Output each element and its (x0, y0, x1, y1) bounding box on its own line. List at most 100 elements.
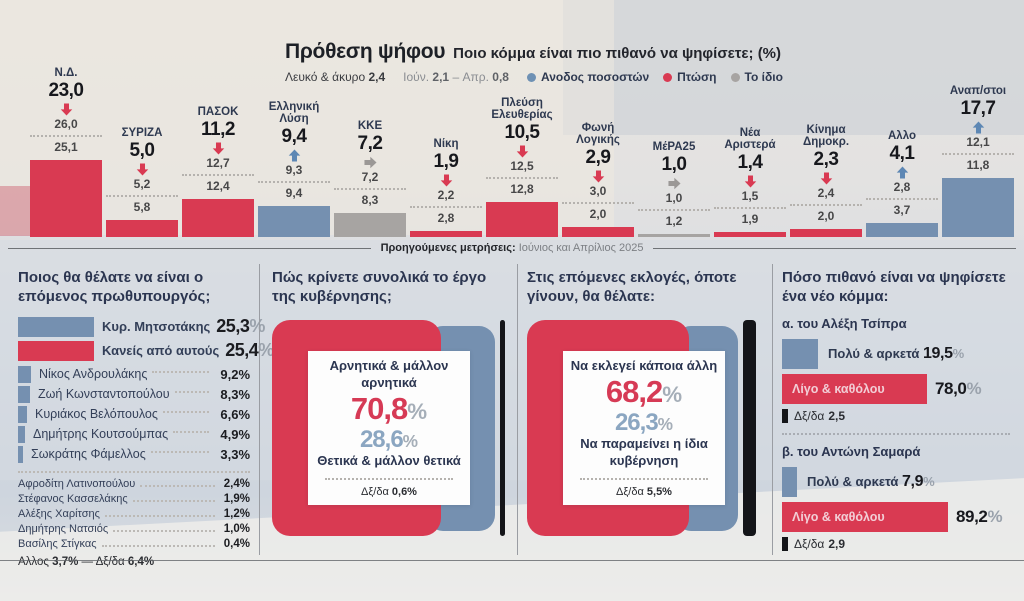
premier-row: Δημήτρης Κουτσούμπας 4,9% (18, 424, 250, 444)
prev-june-value: 3,0 (589, 184, 607, 199)
blank-invalid-note: Λευκό & άκυρο 2,4 (285, 70, 385, 84)
result-box: Να εκλεγεί κάποια άλλη 68,2% 26,3% Να παραμ… (563, 351, 725, 506)
dk-chip (782, 409, 788, 424)
panel-divider (517, 264, 518, 555)
party-value: 1,0 (661, 154, 687, 176)
unlikely-label: Λίγο & καθόλου (792, 382, 885, 397)
premier-bar (18, 445, 23, 463)
party-bar (106, 220, 178, 237)
prev-june-value: 1,0 (665, 191, 683, 206)
party-column: Νίκη 1,9 2,2 2,8 (410, 138, 482, 237)
party-name: ΚΚΕ (357, 120, 383, 133)
unlikely-row: Λίγο & καθόλου 78,0% (782, 374, 1010, 405)
prev-april-value: 1,2 (665, 213, 683, 228)
trend-down-icon (60, 103, 73, 116)
prev-separator (334, 187, 406, 190)
unlikely-value: 89,2% (956, 507, 1003, 527)
premier-secondary-row: Βασίλης Στίγκας 0,4% (18, 538, 250, 553)
likely-label: Πολύ & αρκετά 7,9% (807, 473, 935, 491)
dk-chip (782, 537, 788, 552)
premier-row: Σωκράτης Φάμελλος 3,3% (18, 444, 250, 464)
premier-value: 25,4% (225, 340, 274, 361)
likely-row: Πολύ & αρκετά 19,5% (782, 339, 1010, 370)
prev-april-value: 12,4 (206, 178, 230, 193)
dotted-leader (113, 530, 215, 533)
blank-invalid-value: 2,4 (368, 70, 386, 84)
trend-down-icon (744, 175, 757, 188)
panel-title: Πώς κρίνετε συνολικά το έργο της κυβέρνη… (272, 269, 487, 306)
premier-name: Σωκράτης Φάμελλος (31, 447, 146, 462)
premier-rows: Κυρ. Μητσοτάκης 25,3% Κανείς από αυτούς 25,… (18, 316, 274, 464)
premier-secondary-row: Αφροδίτη Λατινοπούλου 2,4% (18, 478, 250, 493)
dotted-leader (173, 431, 210, 434)
trend-down-icon (136, 163, 149, 176)
likely-label: Πολύ & αρκετά 19,5% (828, 345, 965, 363)
premier-row: Κυρ. Μητσοτάκης 25,3% (18, 316, 265, 337)
negative-label: Να εκλεγεί κάποια άλλη (570, 357, 718, 373)
prev-june-value: 2,4 (817, 186, 835, 201)
unlikely-value: 78,0% (935, 379, 982, 399)
prev-separator (486, 176, 558, 179)
trend-down-icon (440, 174, 453, 187)
photo-red-detail (0, 186, 30, 236)
dotted-leader (104, 515, 215, 518)
dotted-leader (132, 500, 215, 503)
premier-value: 2,4% (223, 478, 250, 491)
premier-value: 9,2% (220, 366, 250, 382)
gov-eval-stack: Αρνητικά & μάλλον αρνητικά 70,8% 28,6% Θετι… (272, 320, 510, 537)
trend-up-icon (288, 149, 301, 162)
prev-april-value: 8,3 (361, 192, 379, 207)
legend-item-down: Πτώση (663, 70, 717, 84)
likely-row: Πολύ & αρκετά 7,9% (782, 467, 1010, 498)
likely-bar (782, 339, 818, 370)
prev-june-value: 1,5 (741, 189, 759, 204)
legend-item-same: Το ίδιο (730, 70, 783, 84)
same-dot-icon (730, 72, 740, 82)
premier-value: 1,0% (223, 523, 250, 536)
party-bar (182, 199, 254, 237)
new-party-group: α. του Αλέξη Τσίπρα Πολύ & αρκετά 19,5% Λί… (782, 316, 1010, 424)
sub-row: Λευκό & άκυρο 2,4 Ιούν. 2,1 – Απρ. 0,8 Α… (285, 70, 1018, 84)
previous-months-note: Ιούν. 2,1 – Απρ. 0,8 (403, 70, 509, 84)
panel-government-evaluation: Πώς κρίνετε συνολικά το έργο της κυβέρνη… (272, 262, 510, 560)
premier-value: 25,3% (216, 316, 265, 337)
positive-value: 26,3% (614, 408, 674, 436)
prev-separator (866, 197, 938, 200)
header: Πρόθεση ψήφου Ποιο κόμμα είναι πιο πιθανό… (285, 40, 1018, 84)
dotted-leader (152, 371, 210, 374)
party-value: 5,0 (129, 140, 155, 162)
premier-value: 1,2% (223, 508, 250, 521)
party-name: ΣΥΡΙΖΑ (121, 127, 163, 140)
prev-june-value: 12,1 (966, 135, 990, 150)
premier-name: Δημήτρης Νατσιός (18, 523, 109, 536)
party-bar (638, 234, 710, 237)
dotted-leader (174, 391, 210, 394)
dk-separator (580, 478, 708, 481)
party-value: 1,4 (737, 152, 763, 174)
prev-june-value: 9,3 (285, 163, 303, 178)
dotted-leader (150, 451, 210, 454)
prev-separator (410, 205, 482, 208)
premier-bar (18, 365, 31, 383)
dotted-leader (101, 545, 215, 548)
prev-separator (942, 152, 1014, 155)
party-bar (410, 231, 482, 237)
party-name: Ν.Δ. (54, 67, 78, 80)
party-name: Αλλο (888, 130, 916, 143)
premier-row: Νίκος Ανδρουλάκης 9,2% (18, 364, 250, 384)
prev-june-value: 2,8 (893, 180, 911, 195)
premier-footnote: Αλλος 3,7% — Δξ/δα 6,4% (18, 556, 155, 569)
result-box: Αρνητικά & μάλλον αρνητικά 70,8% 28,6% Θετι… (308, 351, 470, 506)
panel-new-party: Πόσο πιθανό είναι να ψηφίσετε ένα νέο κό… (782, 262, 1010, 560)
premier-value: 8,3% (220, 386, 250, 402)
dotted-leader (140, 485, 215, 488)
premier-bar (18, 316, 94, 337)
party-column: Φωνή Λογικής 2,9 3,0 2,0 (562, 122, 634, 237)
party-name: Φωνή Λογικής (576, 121, 620, 147)
prev-june-value: 26,0 (54, 117, 78, 132)
prev-separator (562, 201, 634, 204)
party-name: Αναπ/στοι (949, 85, 1007, 98)
premier-name: Δημήτρης Κουτσούμπας (33, 427, 169, 442)
premier-value: 1,9% (223, 493, 250, 506)
fall-dot-icon (663, 72, 673, 82)
